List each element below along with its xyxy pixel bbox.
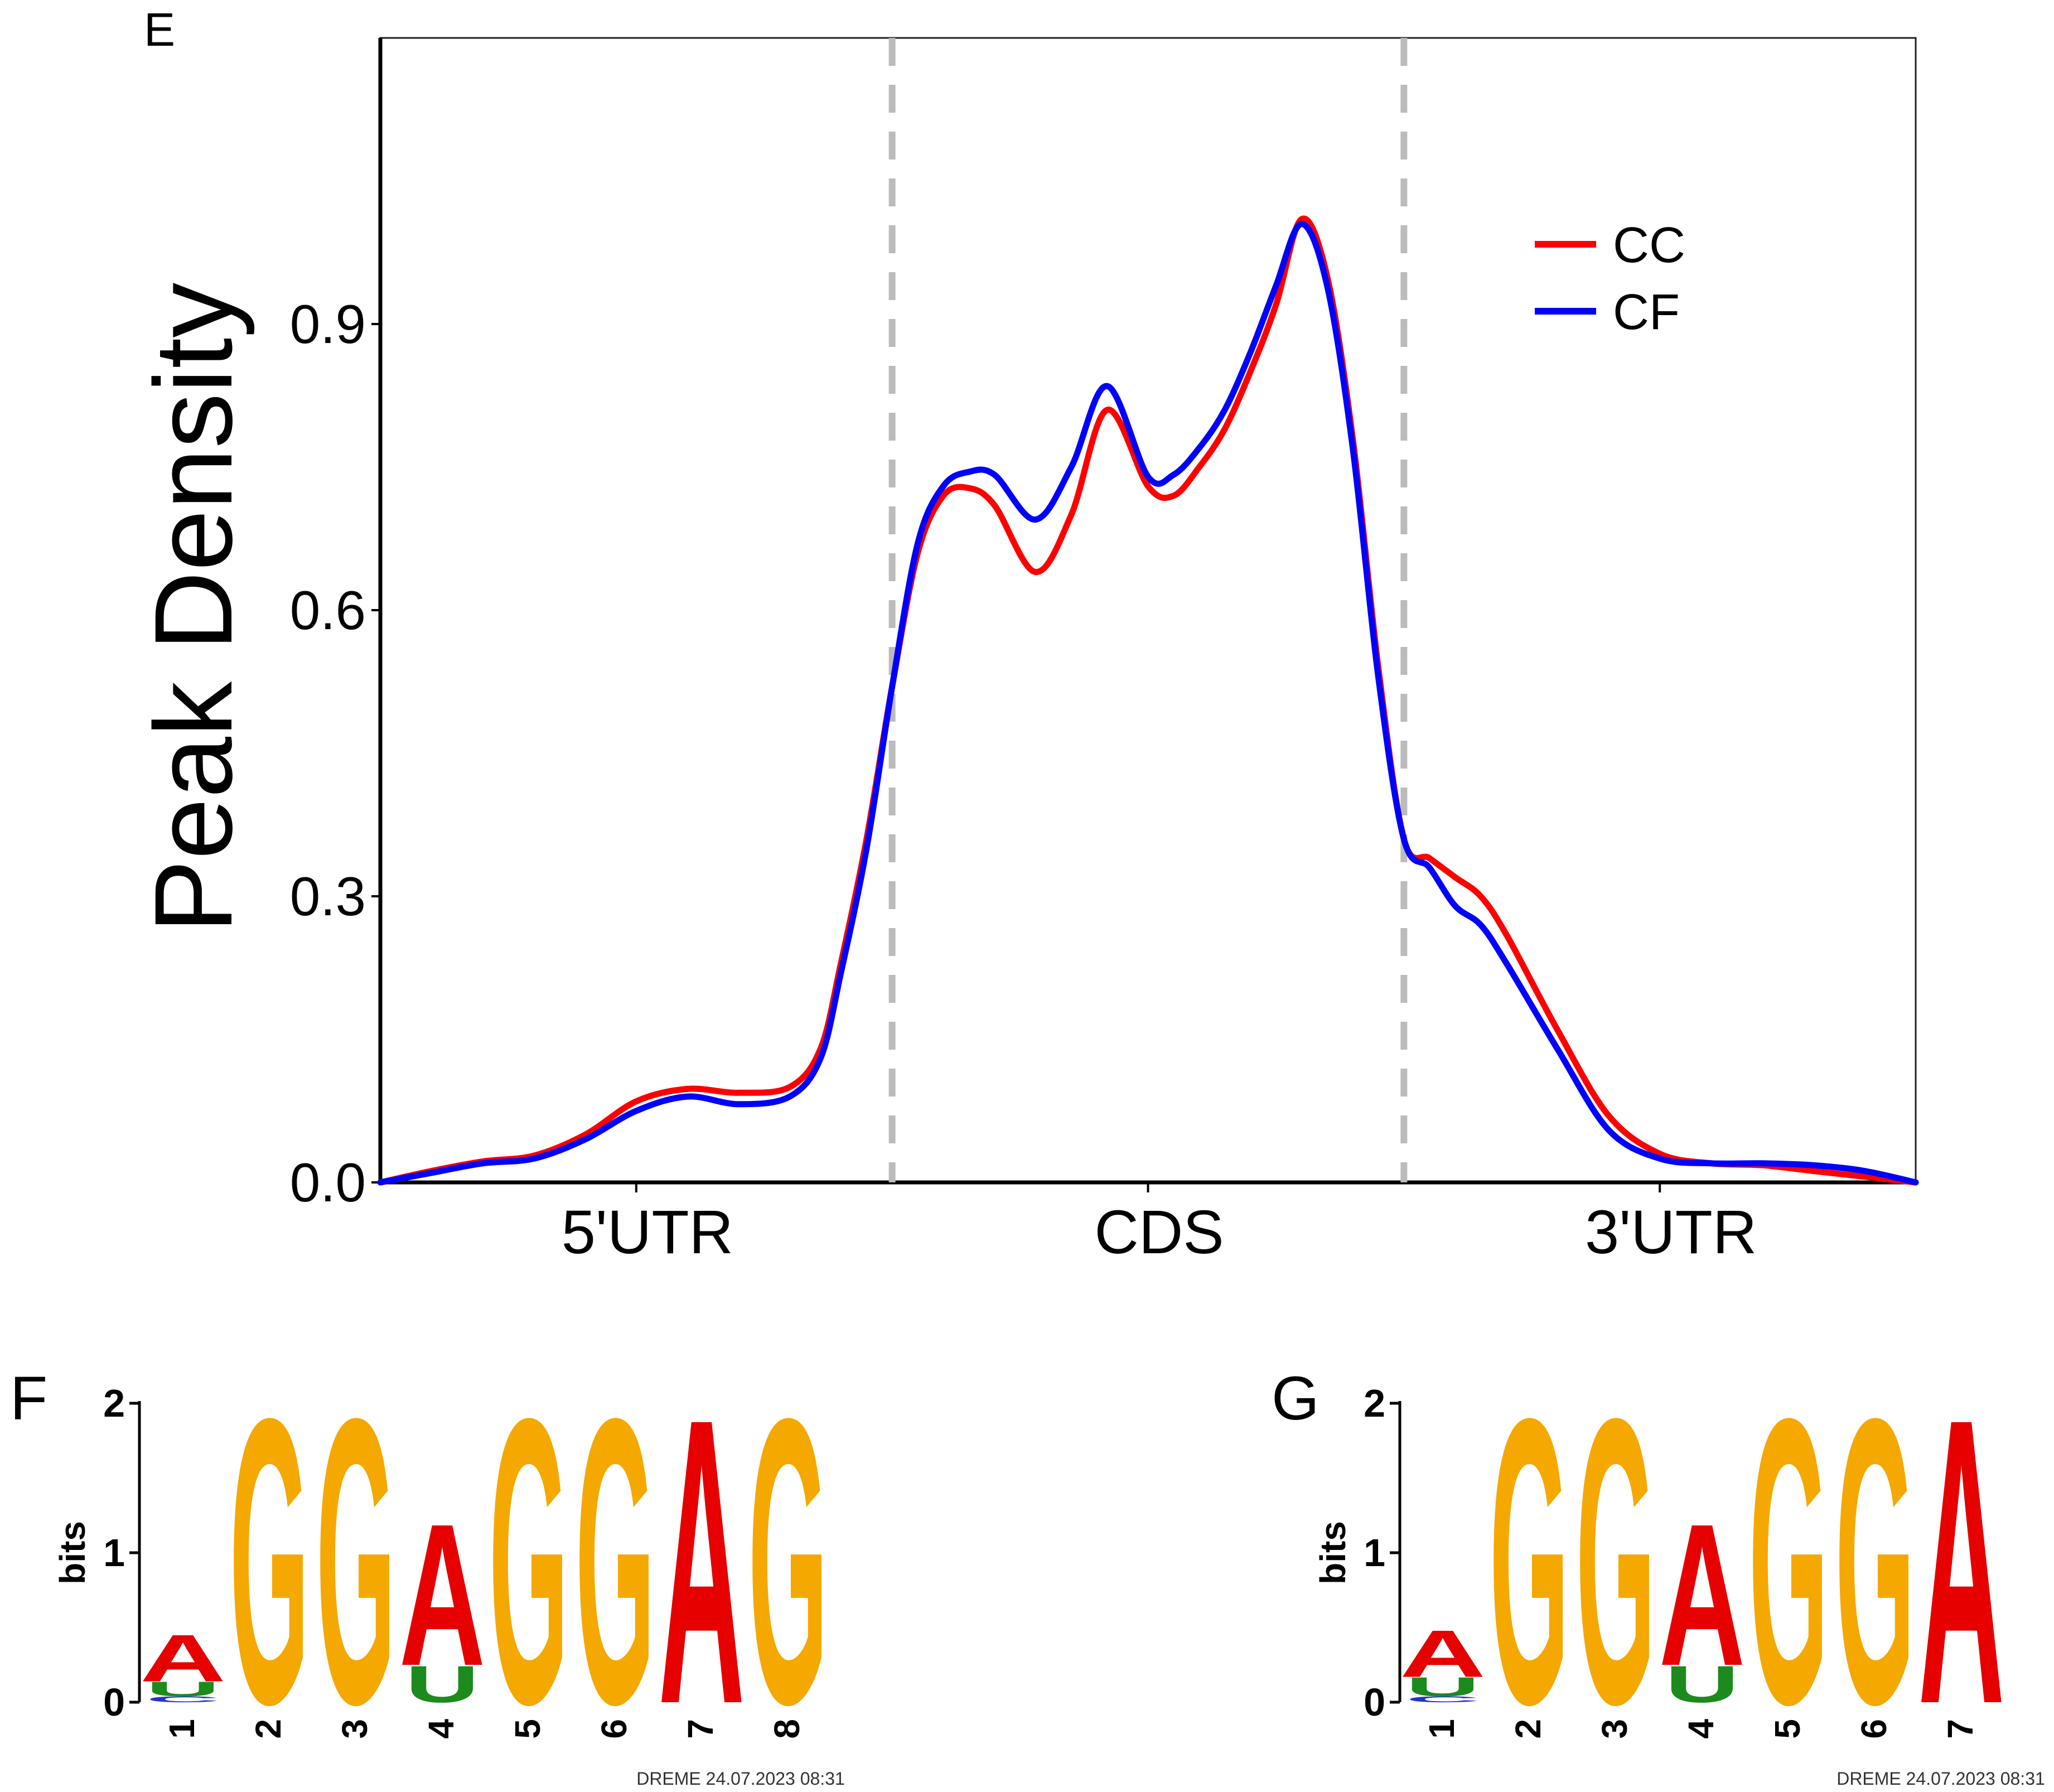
logo-letter-g: G: [1490, 1334, 1569, 1789]
legend: CC CF: [1535, 218, 1685, 340]
y-tick-label: 0.9: [290, 293, 366, 355]
series-line-cc: [377, 215, 1919, 1186]
panel-g-label: G: [1272, 1364, 1320, 1433]
logo-letter-g: G: [230, 1334, 310, 1789]
logo-letter-u: U: [146, 1678, 220, 1701]
dreme-footer-f: DREME 24.07.2023 08:31: [636, 1769, 845, 1789]
legend-label-cc: CC: [1613, 218, 1685, 273]
y-tick-label: 0.0: [290, 1152, 366, 1213]
dreme-footer-g: DREME 24.07.2023 08:31: [1836, 1769, 2045, 1789]
logo-letter-g: G: [1749, 1334, 1829, 1789]
x-tick-label: 5'UTR: [562, 1198, 733, 1267]
logo-letter-g: G: [1576, 1334, 1656, 1789]
logo-letter-a: A: [1659, 1482, 1745, 1708]
logo-position-label: 5: [508, 1719, 548, 1739]
logo-letter-a: A: [1400, 1616, 1486, 1691]
logo-y-tick-label: 0: [1364, 1680, 1385, 1724]
logo-position-label: 4: [421, 1719, 461, 1739]
logo-position-label: 2: [1508, 1719, 1548, 1739]
logo-letter-g: G: [748, 1334, 828, 1789]
logo-y-tick-label: 1: [103, 1531, 125, 1574]
logo-letter-u: U: [405, 1655, 479, 1713]
logo-position-label: 1: [1422, 1719, 1462, 1739]
logo-letter-c: C: [146, 1694, 220, 1704]
logo-letter-a: A: [1918, 1334, 2004, 1789]
series-lines: [377, 215, 1919, 1186]
logo-position-label: 2: [248, 1719, 288, 1739]
y-tick-label: 0.6: [290, 579, 366, 641]
plot-frame: [379, 37, 1917, 1184]
logo-letter-g: G: [316, 1334, 396, 1789]
panel-e-label: E: [144, 3, 175, 56]
logo-letter-g: G: [1835, 1334, 1915, 1789]
logo-position-label: 3: [335, 1719, 375, 1739]
logo-letter-c: C: [1406, 1694, 1480, 1704]
logo-position-label: 7: [680, 1719, 721, 1739]
logo-y-tick-label: 2: [103, 1382, 125, 1425]
logo-y-tick-label: 1: [1364, 1531, 1385, 1574]
logo-y-title: bits: [52, 1521, 93, 1585]
series-line-cf: [377, 221, 1919, 1186]
y-axis-title: Peak Density: [132, 283, 255, 934]
logo-position-label: 1: [162, 1719, 202, 1739]
logo-y-title: bits: [1313, 1521, 1353, 1585]
logo-position-label: 6: [594, 1719, 634, 1739]
logo-y-tick-label: 0: [103, 1680, 125, 1724]
logo-letter-g: G: [576, 1334, 655, 1789]
axis-ticks: 0.0 0.3 0.6 0.9 5'UTR CDS 3'UTR: [290, 293, 1757, 1267]
logo-letter-a: A: [659, 1334, 745, 1789]
x-tick-label: CDS: [1094, 1198, 1224, 1267]
logo-position-label: 3: [1594, 1719, 1635, 1739]
legend-label-cf: CF: [1613, 284, 1680, 340]
logo-letter-u: U: [1665, 1655, 1739, 1713]
logo-letter-u: U: [1406, 1672, 1480, 1702]
panel-e: E Peak Density 0.0 0.3 0.6 0.9 5'UTR CDS 3'UTR…: [132, 3, 1919, 1267]
x-tick-label: 3'UTR: [1585, 1198, 1757, 1267]
logo-y-tick-label: 2: [1364, 1382, 1385, 1425]
region-dividers: [888, 38, 1408, 1182]
logo-position-label: 8: [767, 1719, 807, 1739]
logo-position-label: 6: [1854, 1719, 1894, 1739]
panel-f-label: F: [10, 1364, 47, 1433]
logo-letter-a: A: [399, 1482, 485, 1708]
logo-letter-a: A: [140, 1621, 226, 1696]
y-tick-label: 0.3: [290, 866, 366, 927]
logo-position-label: 5: [1767, 1719, 1807, 1739]
logo-letter-g: G: [489, 1334, 569, 1789]
logo-position-label: 4: [1681, 1719, 1721, 1739]
logo-position-label: 7: [1940, 1719, 1980, 1739]
